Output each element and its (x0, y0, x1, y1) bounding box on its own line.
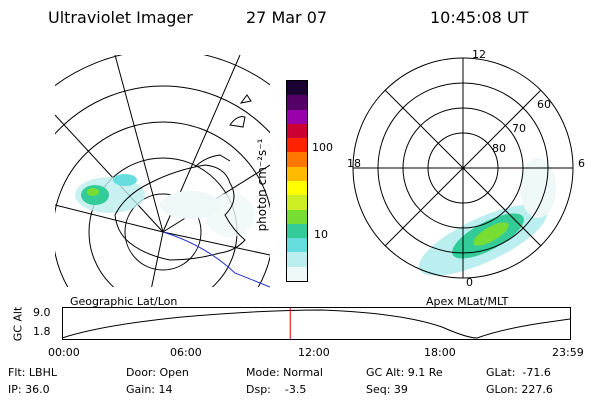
gain-info: Gain: 14 (126, 383, 173, 396)
mlat-label-70: 70 (512, 122, 526, 135)
dsp-info: Dsp: -3.5 (246, 383, 307, 396)
colorbar-segment (287, 209, 307, 224)
mlt-label-0: 0 (466, 276, 473, 289)
left-panel-caption: Geographic Lat/Lon (70, 295, 178, 308)
colorbar-segment (287, 81, 307, 96)
colorbar-segment (287, 109, 307, 124)
time-label: 10:45:08 UT (430, 8, 529, 27)
longitude-line (55, 204, 164, 233)
mlt-label-18: 18 (347, 157, 361, 170)
geographic-map (55, 55, 270, 288)
aurora-emission (418, 158, 556, 276)
satellite-track (162, 231, 270, 288)
date-label: 27 Mar 07 (246, 8, 328, 27)
filter-info: Flt: LBHL (8, 366, 57, 379)
colorbar-segment (287, 266, 307, 281)
colorbar-segment (287, 238, 307, 253)
latitude-circle (55, 85, 270, 135)
colorbar-segment (287, 180, 307, 196)
latitude-circle (55, 121, 270, 287)
door-info: Door: Open (126, 366, 189, 379)
instrument-title: Ultraviolet Imager (48, 8, 193, 27)
colorbar-segment (287, 252, 307, 267)
mlt-line (384, 89, 542, 247)
gc-alt-info: GC Alt: 9.1 Re (366, 366, 443, 379)
colorbar-segment (287, 223, 307, 239)
colorbar-segment (287, 152, 307, 167)
longitude-line (114, 55, 164, 233)
longitude-line (162, 231, 270, 256)
seq-info: Seq: 39 (366, 383, 408, 396)
mlt-label-12: 12 (472, 48, 486, 61)
mlt-label-6: 6 (578, 157, 585, 170)
latitude-circle (124, 193, 202, 271)
altitude-xtick: 06:00 (170, 346, 202, 359)
altitude-ytick: 9.0 (33, 306, 51, 319)
altitude-ytick: 1.8 (33, 325, 51, 338)
colorbar-label: photon cm⁻²s⁻¹ (255, 138, 269, 232)
altitude-xtick: 12:00 (298, 346, 330, 359)
colorbar-tick: 10 (314, 228, 328, 241)
altitude-plot (62, 307, 571, 340)
colorbar-segment (287, 123, 307, 139)
colorbar-segment (287, 195, 307, 210)
altitude-xtick: 18:00 (424, 346, 456, 359)
colorbar-segment (287, 166, 307, 181)
ip-info: IP: 36.0 (8, 383, 50, 396)
magnetic-polar-plot (352, 57, 574, 279)
altitude-plot-frame (62, 307, 571, 340)
mlat-label-60: 60 (537, 98, 551, 111)
glat-info: GLat: -71.6 (486, 366, 551, 379)
mode-info: Mode: Normal (246, 366, 323, 379)
altitude-xtick: 23:59 (552, 346, 584, 359)
latitude-circle (55, 55, 270, 87)
glon-info: GLon: 227.6 (486, 383, 553, 396)
altitude-ylabel: GC Alt (11, 306, 25, 342)
altitude-xtick: 00:00 (48, 346, 80, 359)
aurora-emission (75, 174, 255, 237)
colorbar (286, 80, 308, 282)
coastline (114, 94, 252, 261)
longitude-line (55, 114, 164, 233)
mlat-label-80: 80 (492, 142, 506, 155)
colorbar-tick: 100 (312, 141, 333, 154)
colorbar-segment (287, 95, 307, 110)
right-panel-caption: Apex MLat/MLT (426, 295, 509, 308)
colorbar-segment (287, 138, 307, 153)
altitude-curve (62, 309, 571, 339)
longitude-line (151, 231, 164, 287)
